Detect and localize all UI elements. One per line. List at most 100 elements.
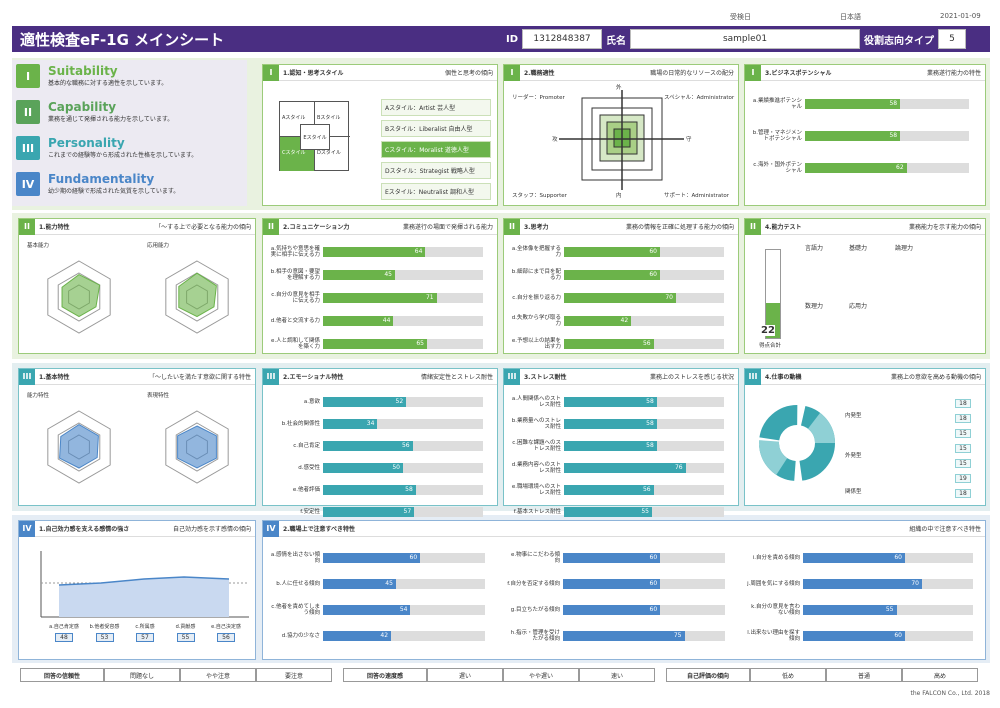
bar-row: d.協力の少なさ 42 (267, 626, 485, 646)
bar-row: h.指示・管理を受けたがる傾向 75 (507, 626, 725, 646)
copyright: the FALCON Co., Ltd. 2018 (910, 690, 990, 697)
bar-fill: 64 (323, 247, 426, 257)
radar-grid (57, 422, 101, 472)
panel-title: 1.認知・思考スタイル (283, 70, 344, 77)
bar-label: e.物事にこだわる傾向 (510, 551, 560, 564)
bar-row: a.気持ちや意思を確実に相手に伝える力 64 (267, 242, 483, 262)
motivation-panel: III 4.仕事の動機 業務上の意欲を高める動機の傾向 内発型 外発型 関係型 18… (744, 368, 986, 506)
legend-number: II (16, 100, 40, 124)
panel-subtitle: 業務能力を示す能力の傾向 (908, 224, 981, 231)
bar-label: a.意欲 (303, 398, 320, 405)
legend-item: IV Fundamentality 幼少期の経験で形成された気質を示しています。 (16, 172, 243, 202)
bar-track: 34 (323, 419, 483, 429)
bar-track: 60 (563, 553, 725, 563)
bar-track: 56 (564, 485, 724, 495)
panel-subtitle: 個性と思考の傾向 (444, 70, 493, 77)
bar-fill: 57 (323, 507, 415, 517)
bar-label: e.職場環境へのストレス耐性 (511, 483, 561, 496)
efficacy-label: d.貢献感 (175, 624, 196, 630)
scale-cell: 回答の信頼性 (20, 668, 104, 682)
bar-track: 60 (563, 579, 725, 589)
bar-label: c.自分の意見を相手に伝える力 (271, 291, 320, 304)
group-3: 関係型 (845, 489, 862, 495)
panel-title: 2.エモーショナル特性 (283, 374, 344, 381)
bar-row: c.自己肯定 56 (267, 436, 483, 456)
panel-title: 4.能力テスト (765, 224, 802, 231)
speed-scale: 回答の速度感 遅い やや遅い 速い (343, 668, 655, 682)
corner-bl: スタッフ：Supporter (512, 193, 567, 199)
legend-desc: これまでの経験等から形成された性格を示しています。 (48, 152, 198, 159)
panel-subtitle: 業務遂行能力の特性 (926, 70, 981, 77)
bar-track: 60 (803, 553, 973, 563)
section-number: II (745, 218, 761, 235)
motivation-value: 15 (955, 429, 971, 438)
bar-fill: 60 (564, 270, 660, 280)
bar-track: 58 (564, 397, 724, 407)
bar-track: 42 (323, 631, 485, 641)
panel-subtitle: 組織の中で注意すべき特性 (909, 526, 981, 533)
panel-title: 3.ストレス耐性 (524, 374, 567, 381)
self-efficacy-panel: IV 1.自己効力感を支える感情の強さ 自己効力感を示す感情の傾向 a.自己肯定感 4… (18, 520, 256, 660)
bar-row: g.目立ちたがる傾向 60 (507, 600, 725, 620)
bar-label: f.自分を否定する傾向 (507, 580, 560, 587)
test-h4: 数理力 (805, 303, 824, 310)
bar-label: e.他者評価 (292, 486, 320, 493)
bar-fill: 60 (563, 579, 661, 589)
bar-row: l.出来ない理由を探す傾向 60 (747, 626, 973, 646)
bar-row: b.管理・マネジメントポテンシャル 58 (749, 126, 969, 146)
bar-label: a.感情を出さない傾向 (270, 551, 320, 564)
test-h1: 言語力 (805, 245, 824, 252)
bar-fill: 42 (564, 316, 632, 326)
bar-track: 76 (564, 463, 724, 473)
bar-row: c.自分の意見を相手に伝える力 71 (267, 288, 483, 308)
section-number: I (504, 64, 520, 81)
bar-track: 55 (564, 507, 724, 517)
efficacy-label: b.他者受容感 (89, 624, 120, 630)
legend-item: II Capability 業務を通じて発揮される能力を示しています。 (16, 100, 243, 130)
section-number: IV (263, 520, 279, 537)
bar-track: 45 (323, 270, 483, 280)
bar-label: c.海外・国外ポテンシャル (753, 161, 802, 174)
efficacy-value: 57 (136, 633, 154, 642)
radar4-label: 表現特性 (147, 393, 170, 399)
radar3-label: 能力特性 (27, 393, 50, 399)
bar-track: 65 (323, 339, 483, 349)
name-label: 氏名 (606, 35, 627, 47)
bar-label: b.相手の意図・要望を理解する力 (270, 268, 320, 281)
ability-radar (47, 260, 229, 334)
scale-cell: 遅い (427, 668, 503, 682)
scale-cell: 速い (579, 668, 655, 682)
group-2: 外発型 (845, 453, 862, 459)
efficacy-value: 55 (176, 633, 195, 642)
scale-cell: 自己評価の傾向 (666, 668, 750, 682)
caution-traits-panel: IV 2.職場上で注意すべき特性 組織の中で注意すべき特性 a.感情を出さない傾向 6… (262, 520, 986, 660)
bar-track: 60 (323, 553, 485, 563)
bar-label: e.人と調和して関係を築く力 (271, 337, 320, 350)
panel-subtitle: 職場の日常的なリソースの配分 (650, 70, 734, 77)
legend-panel: I Suitability 基本的な職務に対する適性を示しています。 II Capabi… (12, 60, 247, 206)
motivation-value: 18 (955, 399, 971, 408)
communication-panel: II 2.コミュニケーション力 業務遂行の場面で発揮される能力 a.気持ちや意思を確… (262, 218, 498, 354)
bar-label: g.目立ちたがる傾向 (510, 606, 560, 613)
header-bar: 適性検査eF-1G メインシート ID 1312848387 氏名 sample… (12, 26, 990, 52)
section-number: II (19, 218, 35, 235)
panel-subtitle: 業務上の意欲を高める動機の傾向 (890, 374, 981, 381)
bar-label: a.人間関係へのストレス耐性 (511, 395, 561, 408)
bar-fill: 75 (563, 631, 685, 641)
bar-label: e.予想以上の結果を出す力 (511, 337, 561, 350)
self-eval-scale: 自己評価の傾向 低め 普通 高め (666, 668, 978, 682)
scale-cell: 高め (902, 668, 978, 682)
axis-right: 守 (686, 137, 692, 143)
bar-track: 56 (323, 441, 483, 451)
bar-row: b.人に任せる傾向 45 (267, 574, 485, 594)
job-aptitude-panel: I 2.職務適性 職場の日常的なリソースの配分 リーダー：Promoter スペシャ… (503, 64, 739, 206)
type-field: 5 (938, 29, 967, 49)
radar-grid (47, 410, 111, 484)
bar-label: b.人に任せる傾向 (276, 580, 320, 587)
bar-label: c.自己肯定 (293, 442, 320, 449)
bar-fill: 65 (323, 339, 427, 349)
bar-track: 60 (803, 631, 973, 641)
bar-fill: 55 (803, 605, 897, 615)
axis-left: 攻 (552, 137, 558, 143)
bar-track: 55 (803, 605, 973, 615)
